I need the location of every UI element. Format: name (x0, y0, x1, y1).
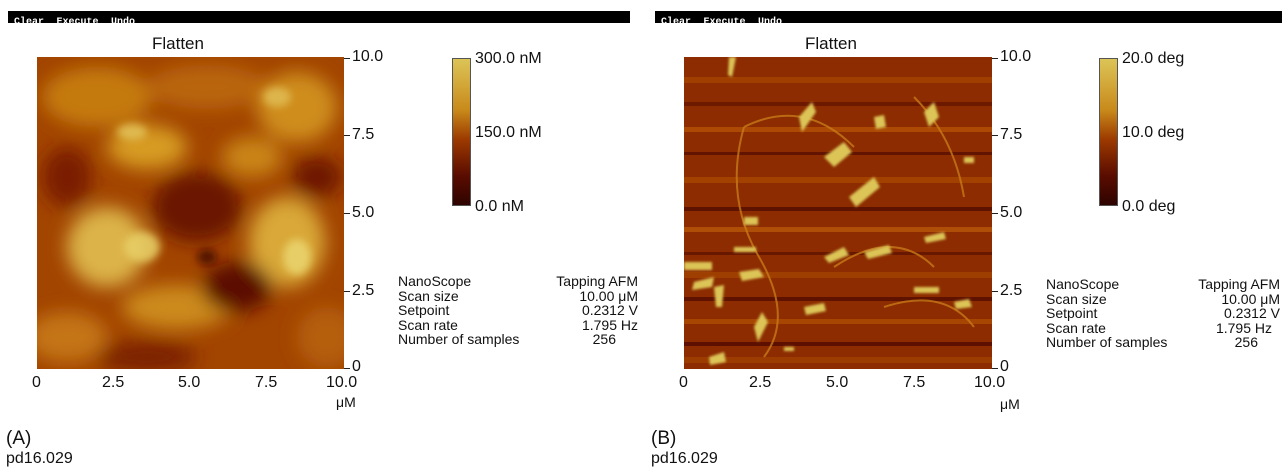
info-value: Tapping AFM (556, 273, 638, 289)
y-tick-mark (992, 135, 998, 136)
y-tick-label: 7.5 (352, 126, 375, 143)
y-tick-mark (992, 291, 998, 292)
x-tick-label: 0 (32, 374, 41, 391)
menu-undo[interactable]: Undo (110, 17, 135, 28)
info-label: Number of samples (398, 331, 520, 347)
x-tick-label: 0 (679, 374, 688, 391)
info-row: Scan rate 1.795 Hz (398, 316, 638, 333)
scan-info: NanoScope Tapping AFM Scan size 10.00 μM S… (398, 274, 638, 347)
x-tick-label: 2.5 (102, 374, 125, 391)
y-tick-mark (344, 368, 350, 369)
phase-image[interactable] (684, 57, 992, 369)
info-row: Scan size 10.00 μM (1046, 290, 1280, 307)
info-label: Number of samples (1046, 334, 1168, 350)
x-tick-label: 5.0 (826, 374, 849, 391)
info-value: 10.00 μM (1221, 290, 1280, 307)
menu-bar: Clear Execute Undo (8, 11, 630, 28)
y-tick-label: 10.0 (352, 48, 384, 65)
info-value: 0.2312 V (1223, 305, 1280, 321)
menu-clear[interactable]: Clear (14, 17, 45, 28)
menu-clear[interactable]: Clear (661, 17, 692, 28)
info-value: Tapping AFM (1198, 276, 1280, 292)
y-tick-label: 5.0 (1000, 204, 1023, 221)
x-tick-label: 7.5 (903, 374, 926, 391)
x-tick-label: 10.0 (326, 374, 358, 391)
colorbar-phase (1099, 58, 1118, 206)
y-tick-mark (992, 368, 998, 369)
figure-caption: (A) pd16.029 (6, 428, 73, 468)
info-value: 1.795 Hz (581, 316, 638, 333)
y-tick-label: 2.5 (1000, 282, 1023, 299)
colorbar-min-label: 0.0 deg (1122, 198, 1176, 215)
y-tick-mark (344, 135, 350, 136)
figure-caption: (B) pd16.029 (651, 428, 718, 468)
y-tick-label: 2.5 (352, 282, 375, 299)
info-label: Scan rate (398, 316, 458, 333)
menu-undo[interactable]: Undo (757, 17, 782, 28)
info-label: Setpoint (1046, 305, 1098, 321)
y-tick-mark (344, 213, 350, 214)
info-label: Scan size (1046, 290, 1107, 307)
info-value: 256 (1234, 334, 1258, 350)
y-tick-label: 7.5 (1000, 126, 1023, 143)
y-tick-mark (344, 291, 350, 292)
image-title: Flatten (152, 34, 204, 53)
colorbar-max-label: 20.0 deg (1122, 50, 1185, 67)
info-row: NanoScope Tapping AFM (398, 274, 638, 289)
y-tick-mark (992, 213, 998, 214)
menu-bar: Clear Execute Undo (655, 11, 1282, 28)
info-label: NanoScope (1046, 276, 1120, 292)
menu-execute[interactable]: Execute (56, 17, 99, 28)
info-row: Setpoint 0.2312 V (1046, 306, 1280, 321)
colorbar-min-label: 0.0 nM (475, 198, 524, 215)
scan-info: NanoScope Tapping AFM Scan size 10.00 μM S… (1046, 277, 1280, 350)
y-tick-label: 0 (352, 358, 361, 375)
info-row: Number of samples 256 (398, 332, 638, 347)
info-value: 10.00 μM (579, 287, 638, 304)
menu-execute[interactable]: Execute (703, 17, 746, 28)
y-tick-mark (992, 58, 998, 59)
y-tick-mark (344, 58, 350, 59)
x-unit-label: μM (1000, 396, 1020, 412)
colorbar-max-label: 300.0 nM (475, 50, 542, 67)
info-label: Scan size (398, 287, 459, 304)
x-tick-label: 5.0 (178, 374, 201, 391)
info-row: Number of samples 256 (1046, 335, 1280, 350)
colorbar-mid-label: 10.0 deg (1122, 124, 1185, 141)
info-value: 256 (592, 331, 616, 347)
x-unit-label: μM (336, 394, 356, 410)
info-row: Setpoint 0.2312 V (398, 303, 638, 318)
y-tick-label: 0 (1000, 358, 1009, 375)
info-value: 1.795 Hz (1215, 319, 1272, 336)
caption-letter: (A) (6, 428, 32, 449)
info-value: 0.2312 V (581, 302, 638, 318)
caption-letter: (B) (651, 428, 677, 449)
info-row: Scan rate 1.795 Hz (1046, 319, 1280, 336)
colorbar-height (452, 58, 471, 206)
y-tick-label: 5.0 (352, 204, 375, 221)
image-title: Flatten (805, 34, 857, 53)
colorbar-mid-label: 150.0 nM (475, 124, 542, 141)
info-label: Scan rate (1046, 319, 1106, 336)
info-row: NanoScope Tapping AFM (1046, 277, 1280, 292)
info-label: NanoScope (398, 273, 472, 289)
info-label: Setpoint (398, 302, 450, 318)
x-tick-label: 10.0 (974, 374, 1006, 391)
x-tick-label: 7.5 (255, 374, 278, 391)
info-row: Scan size 10.00 μM (398, 287, 638, 304)
x-tick-label: 2.5 (749, 374, 772, 391)
y-tick-label: 10.0 (1000, 48, 1032, 65)
height-image[interactable] (37, 57, 344, 369)
